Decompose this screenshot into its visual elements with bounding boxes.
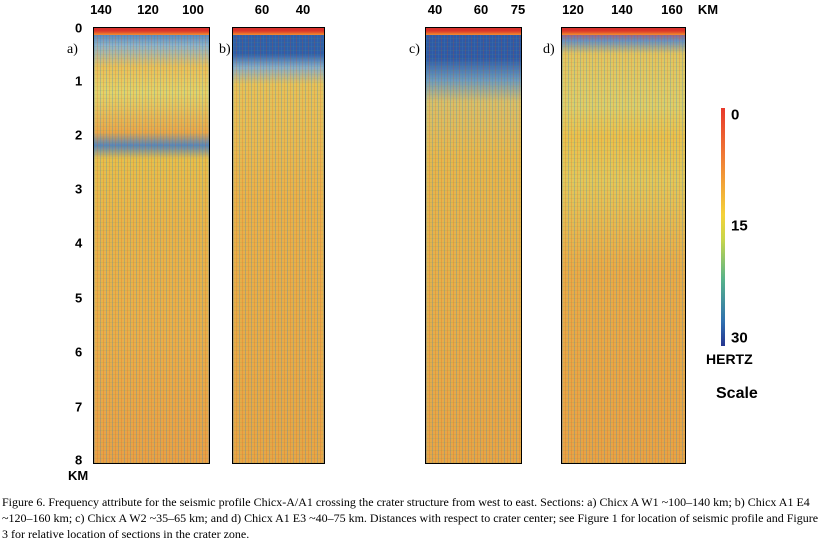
depth-tick-0: 0 xyxy=(75,20,83,36)
top-tick-a-140: 140 xyxy=(90,2,112,17)
scale-tick-15: 15 xyxy=(731,217,748,235)
panel-b-surface-band xyxy=(233,28,324,35)
seismic-panel-b xyxy=(232,27,325,464)
panel-letter-a: a) xyxy=(67,42,78,57)
top-tick-a-100: 100 xyxy=(182,2,204,17)
figure-caption: Figure 6. Frequency attribute for the se… xyxy=(2,495,819,541)
depth-axis-unit: KM xyxy=(68,468,89,483)
seismic-panel-a xyxy=(93,27,210,464)
top-tick-d-160: 160 xyxy=(661,2,683,17)
panel-letter-b: b) xyxy=(219,42,231,57)
top-tick-b-40: 40 xyxy=(295,2,311,17)
panel-letter-c: c) xyxy=(409,42,420,57)
seismic-panel-c xyxy=(425,27,522,464)
depth-tick-1: 1 xyxy=(75,73,83,89)
top-tick-c-75: 75 xyxy=(510,2,526,17)
depth-tick-3: 3 xyxy=(75,181,83,197)
scale-tick-0: 0 xyxy=(731,106,740,124)
top-tick-d-120: 120 xyxy=(562,2,584,17)
depth-tick-5: 5 xyxy=(75,290,83,306)
scale-title: Scale xyxy=(716,385,758,402)
depth-tick-6: 6 xyxy=(75,344,83,360)
depth-tick-8: 8 xyxy=(75,452,83,468)
top-tick-d-140: 140 xyxy=(611,2,633,17)
panel-c-surface-band xyxy=(426,28,521,35)
depth-tick-2: 2 xyxy=(75,127,83,143)
top-tick-c-40: 40 xyxy=(427,2,443,17)
top-axis-unit-km: KM xyxy=(697,2,719,17)
seismic-panel-d xyxy=(561,27,686,464)
scale-tick-30: 30 xyxy=(731,329,748,347)
depth-tick-4: 4 xyxy=(75,235,83,251)
scale-unit-hertz: HERTZ xyxy=(706,351,753,367)
panel-d-surface-band xyxy=(562,28,685,35)
top-tick-a-120: 120 xyxy=(137,2,159,17)
panel-letter-d: d) xyxy=(543,42,555,57)
frequency-color-scale xyxy=(721,108,725,346)
panel-a-surface-band xyxy=(94,28,209,35)
depth-tick-7: 7 xyxy=(75,399,83,415)
top-tick-b-60: 60 xyxy=(254,2,270,17)
top-tick-c-60: 60 xyxy=(473,2,489,17)
